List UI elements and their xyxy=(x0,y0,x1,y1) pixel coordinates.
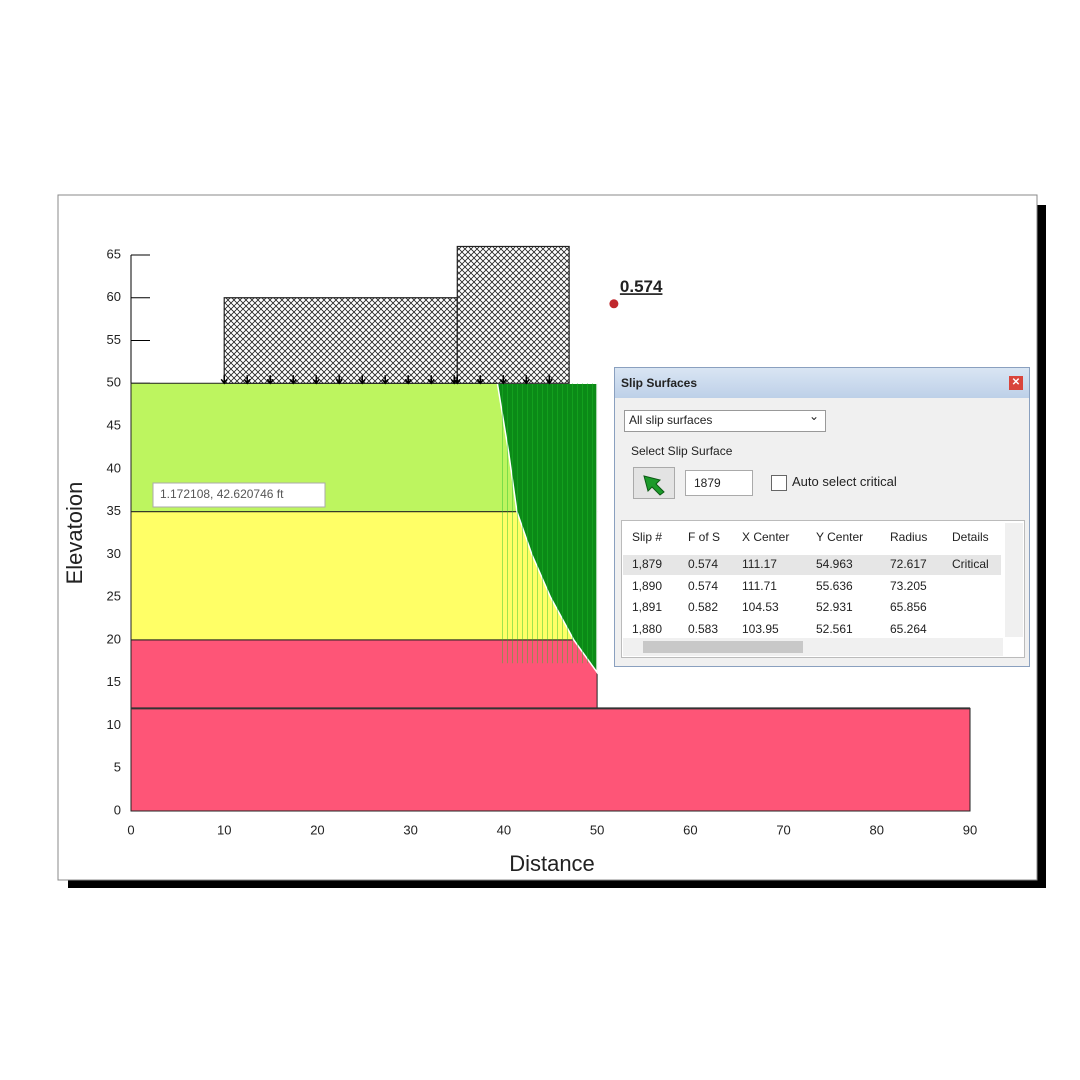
column-header: Y Center xyxy=(816,530,864,544)
y-tick-label: 35 xyxy=(107,503,121,518)
column-header: F of S xyxy=(688,530,721,544)
load-arrow xyxy=(358,375,366,385)
y-tick-label: 20 xyxy=(107,631,121,646)
column-header: Details xyxy=(952,530,989,544)
x-tick-label: 40 xyxy=(497,822,511,837)
table-cell: 0.574 xyxy=(688,557,719,571)
table-cell: 52.931 xyxy=(816,600,853,614)
y-tick-label: 0 xyxy=(114,802,121,817)
y-tick-label: 50 xyxy=(107,375,121,390)
vertical-scrollbar[interactable] xyxy=(1005,523,1023,637)
table-cell: 54.963 xyxy=(816,557,853,571)
load-arrow xyxy=(476,375,484,385)
x-tick-label: 60 xyxy=(683,822,697,837)
factor-of-safety-label: 0.574 xyxy=(620,277,663,296)
load-arrow xyxy=(450,375,458,385)
y-tick-label: 60 xyxy=(107,289,121,304)
surcharge-load xyxy=(223,297,458,384)
x-tick-label: 50 xyxy=(590,822,604,837)
y-tick-label: 45 xyxy=(107,418,121,433)
group-label: Select Slip Surface xyxy=(631,444,733,458)
pick-icon xyxy=(643,475,665,496)
filter-dropdown[interactable]: All slip surfaces xyxy=(624,409,826,432)
load-arrow xyxy=(220,375,228,385)
load-arrow xyxy=(545,375,553,385)
y-tick-label: 65 xyxy=(107,246,121,261)
load-arrow xyxy=(243,375,251,385)
cursor-readout-box xyxy=(152,482,326,508)
table-cell: 73.205 xyxy=(890,578,927,593)
table-cell: 55.636 xyxy=(816,578,853,593)
column-header: Slip # xyxy=(632,530,663,544)
load-arrow xyxy=(381,375,389,385)
x-tick-label: 70 xyxy=(776,822,790,837)
x-tick-label: 20 xyxy=(310,822,324,837)
load-arrow xyxy=(312,375,320,385)
y-axis-label: Elevatoion xyxy=(62,482,87,585)
table-cell: 52.561 xyxy=(816,621,853,636)
load-arrow xyxy=(335,375,343,385)
surcharge-load xyxy=(456,245,570,384)
load-arrow xyxy=(289,375,297,385)
table-cell: 1,880 xyxy=(632,621,663,636)
table-cell: 0.582 xyxy=(688,600,719,614)
load-arrow xyxy=(404,375,412,385)
horizontal-scrollbar[interactable] xyxy=(623,638,1003,656)
table-cell: 1,891 xyxy=(632,600,663,614)
table-cell: Critical xyxy=(952,557,989,571)
x-tick-label: 0 xyxy=(127,822,134,837)
checkbox-label: Auto select critical xyxy=(792,474,897,489)
x-tick-label: 80 xyxy=(870,822,884,837)
load-arrow xyxy=(427,375,435,385)
table-cell: 72.617 xyxy=(890,557,927,571)
y-tick-label: 40 xyxy=(107,460,121,475)
table-cell: 104.53 xyxy=(742,600,779,614)
table-cell: 65.856 xyxy=(890,600,927,614)
table-cell: 103.95 xyxy=(742,621,779,636)
plot: 0 5 10 15 20 25 30 35 40 45 50 55 60 65 0 10 20 30 40 50 60 7… xyxy=(107,245,977,837)
auto-select-checkbox[interactable] xyxy=(771,475,787,491)
table-cell: 65.264 xyxy=(890,621,927,636)
dialog-title-bar: Slip Surfaces ✕ xyxy=(615,368,1029,398)
y-tick-label: 5 xyxy=(114,760,121,775)
y-tick-label: 55 xyxy=(107,332,121,347)
load-arrow xyxy=(453,375,461,385)
x-tick-label: 90 xyxy=(963,822,977,837)
close-button[interactable]: ✕ xyxy=(1009,376,1023,390)
load-arrow xyxy=(266,375,274,385)
table-cell: 111.71 xyxy=(742,578,777,593)
selected-row xyxy=(623,555,1001,575)
y-tick-label: 25 xyxy=(107,589,121,604)
slip-surfaces-dialog: Slip Surfaces ✕ All slip surfaces Select … xyxy=(614,367,1030,667)
table-cell: 0.574 xyxy=(688,578,719,593)
load-arrow xyxy=(499,375,507,385)
critical-center xyxy=(609,299,619,309)
cursor-readout: 1.172108, 42.620746 ft xyxy=(160,487,284,501)
column-header: X Center xyxy=(742,530,790,544)
dialog-title: Slip Surfaces xyxy=(621,376,698,390)
column-header: Radius xyxy=(890,530,928,544)
x-axis-label: Distance xyxy=(509,851,595,876)
table-cell: 0.583 xyxy=(688,621,719,636)
slip-table: Slip # F of S X Center Y Center Radius Detail… xyxy=(621,520,1025,658)
x-tick-label: 30 xyxy=(403,822,417,837)
pick-button[interactable] xyxy=(633,467,675,499)
table-cell: 1,879 xyxy=(632,557,663,571)
load-arrow xyxy=(522,375,530,385)
slip-number-input[interactable]: 1879 xyxy=(685,470,753,496)
y-tick-label: 15 xyxy=(107,674,121,689)
table-cell: 111.17 xyxy=(742,557,777,571)
y-tick-label: 10 xyxy=(107,717,121,732)
x-tick-label: 10 xyxy=(217,822,231,837)
table-cell: 1,890 xyxy=(632,578,663,593)
y-tick-label: 30 xyxy=(107,546,121,561)
